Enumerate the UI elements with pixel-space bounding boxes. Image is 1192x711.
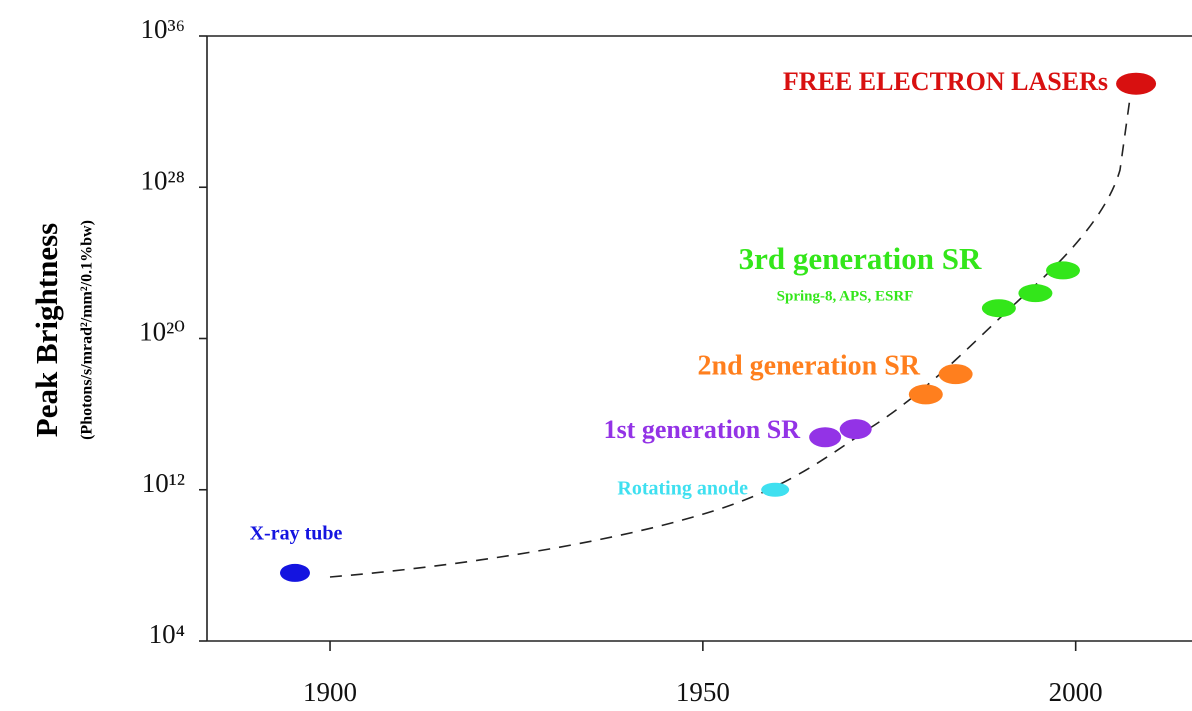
y-axis-label: Peak Brightness: [29, 223, 64, 437]
data-point: [1116, 72, 1157, 95]
series-label: Rotating anode: [617, 478, 748, 500]
data-point: [279, 563, 310, 582]
y-axis-units: (Photons/s/mrad²/mm²/0.1%bw): [79, 220, 96, 440]
y-tick-label: 10²⁰: [139, 317, 185, 347]
series-label: 3rd generation SR: [739, 241, 982, 276]
data-point: [761, 482, 790, 497]
data-point: [981, 299, 1016, 318]
series-label: 2nd generation SR: [698, 350, 921, 381]
data-point: [1018, 284, 1053, 303]
x-tick-label: 1900: [303, 677, 357, 707]
y-tick-label: 10¹²: [142, 468, 185, 498]
series-label: FREE ELECTRON LASERs: [783, 67, 1108, 96]
y-tick-label: 10²⁸: [140, 165, 185, 195]
series-label: X-ray tube: [250, 523, 343, 545]
trend-line: [329, 97, 1131, 578]
y-tick-label: 10⁴: [149, 619, 185, 649]
data-point: [938, 364, 973, 385]
data-point: [809, 427, 842, 448]
data-point: [908, 384, 943, 405]
x-tick-label: 2000: [1049, 677, 1103, 707]
data-point: [1046, 261, 1081, 280]
data-point: [839, 419, 872, 440]
series-label: 1st generation SR: [604, 415, 801, 444]
annotation: Spring-8, APS, ESRF: [777, 288, 914, 304]
y-tick-label: 10³⁶: [140, 14, 185, 44]
x-tick-label: 1950: [676, 677, 730, 707]
